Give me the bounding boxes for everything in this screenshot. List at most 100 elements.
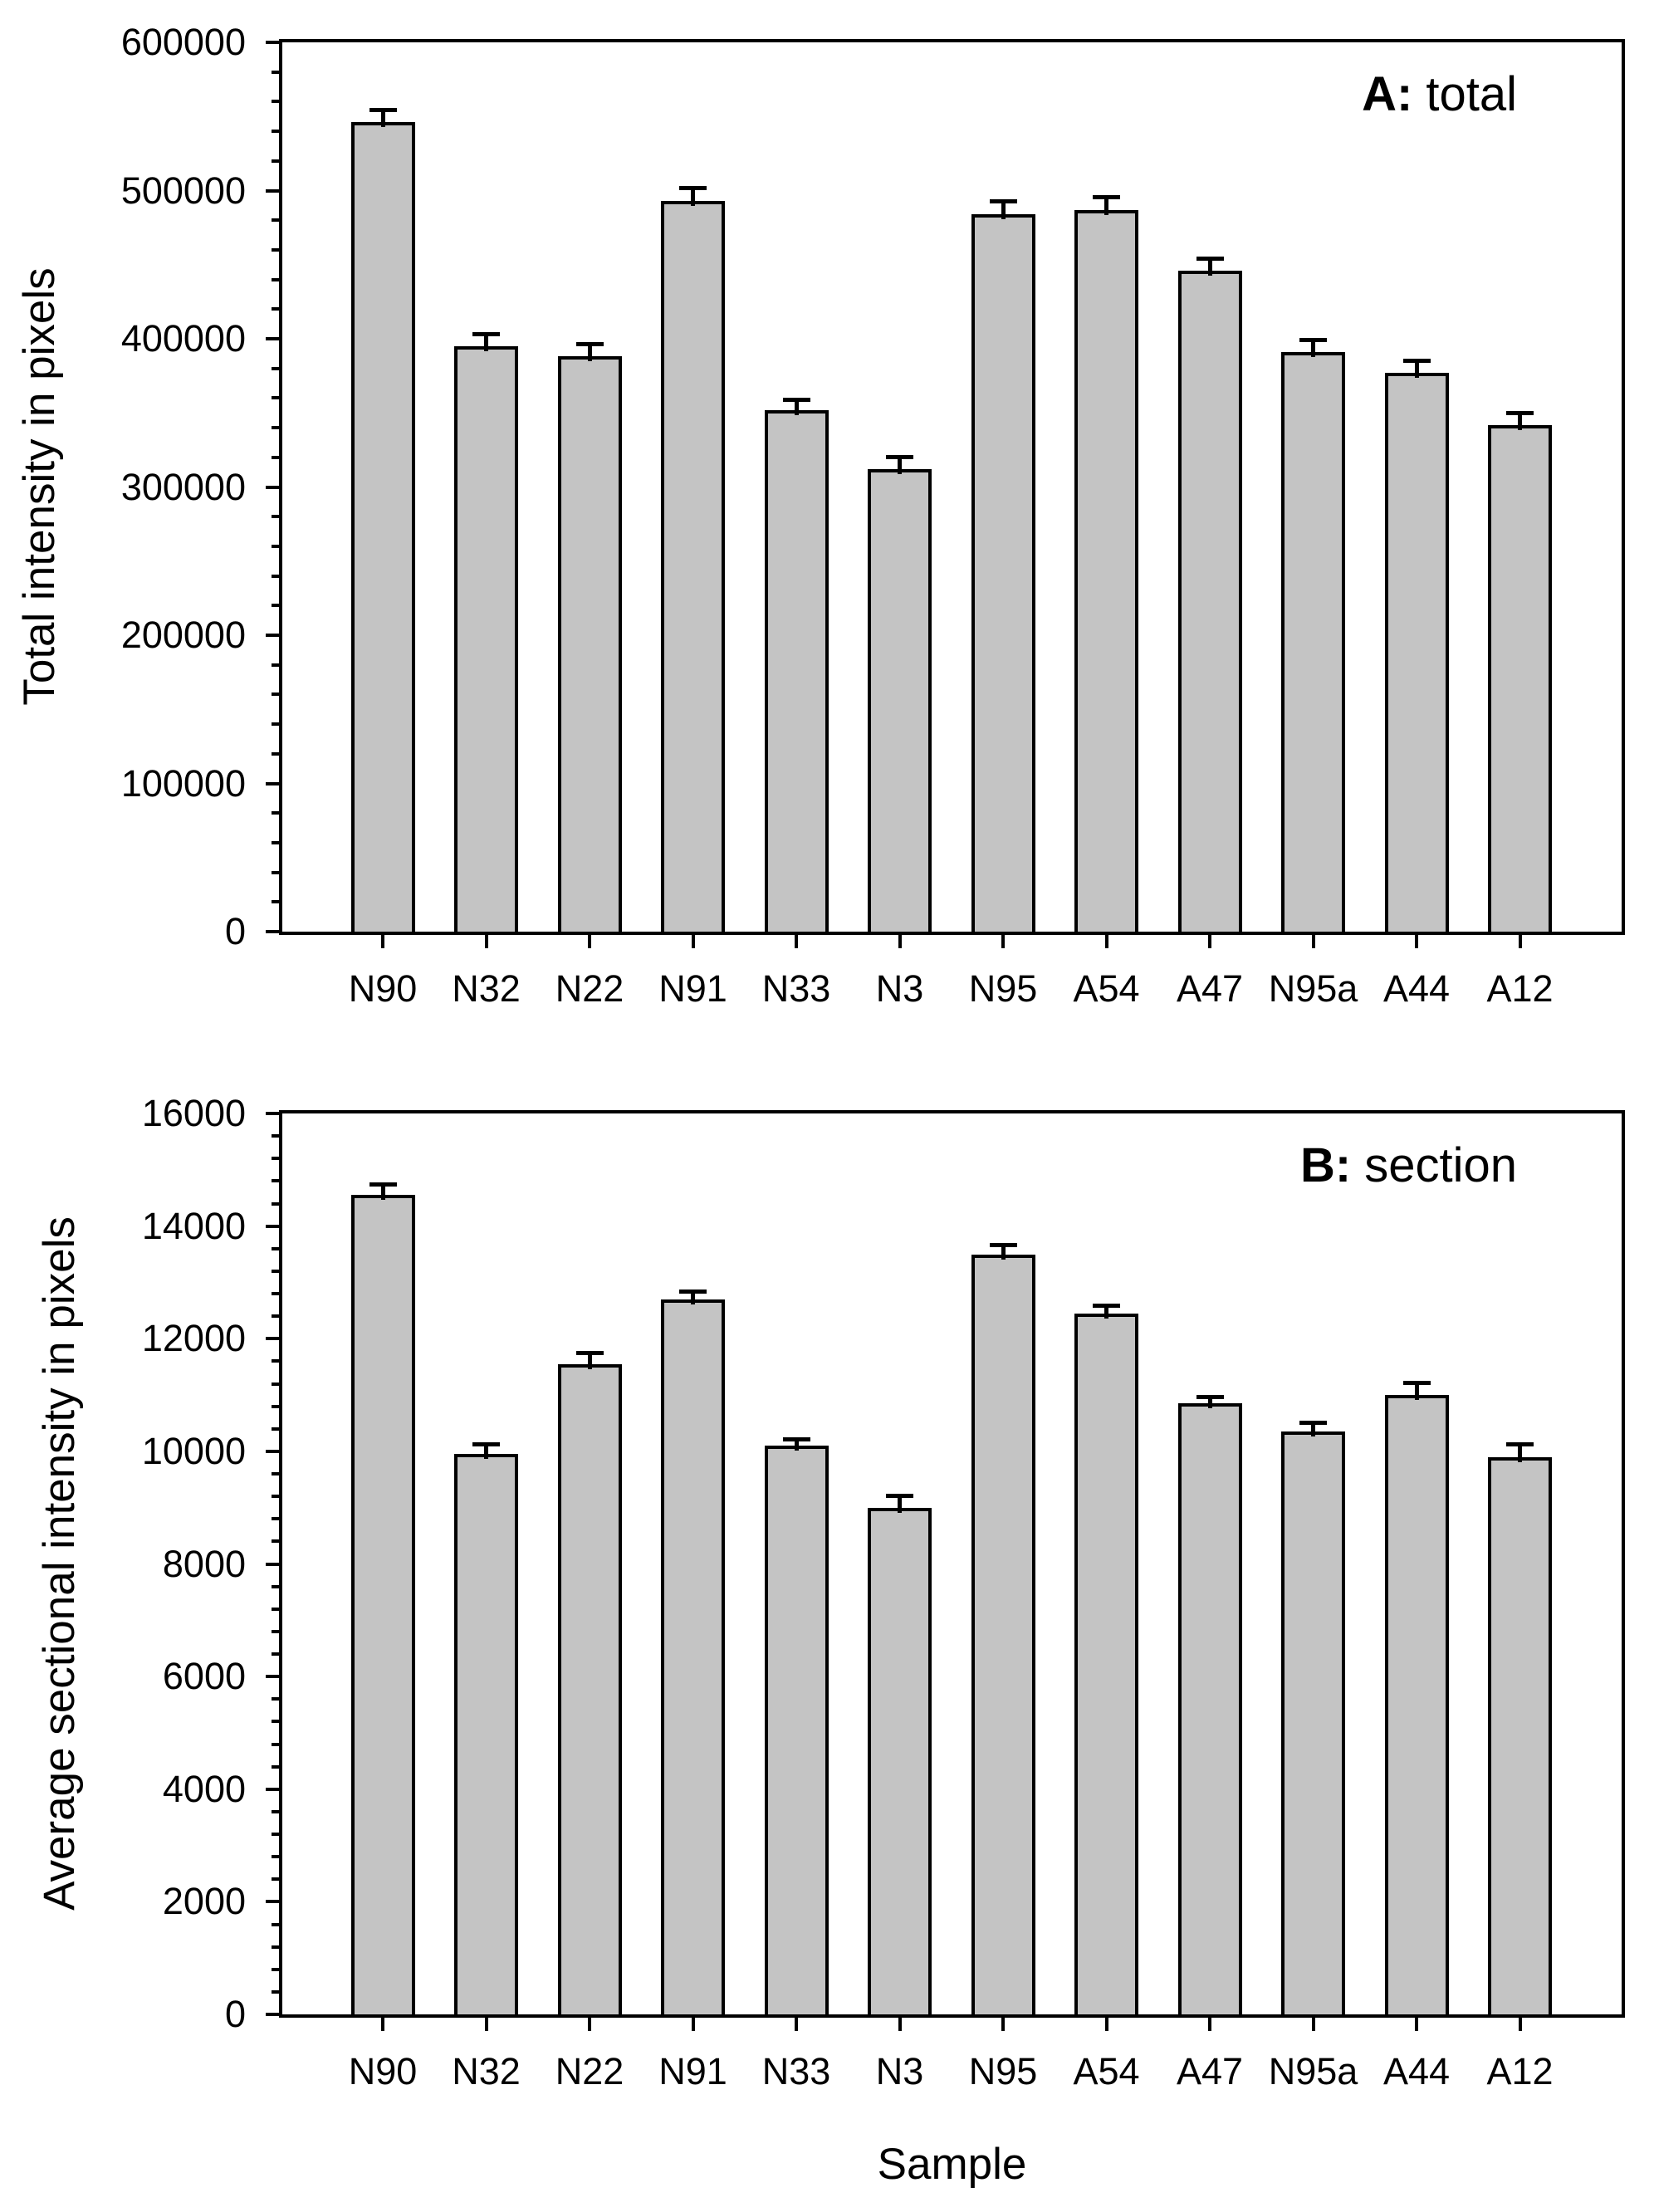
y-minor-tick: [272, 751, 279, 756]
y-minor-tick: [272, 1607, 279, 1611]
error-bar-cap-N3: [886, 455, 913, 460]
y-minor-tick: [272, 1652, 279, 1656]
x-tick-label-N91: N91: [658, 967, 727, 1010]
y-minor-tick: [272, 870, 279, 874]
y-tick-label: 16000: [141, 1092, 246, 1134]
error-bar-line-N95: [1001, 199, 1006, 220]
error-bar-cap-A47: [1196, 1395, 1224, 1400]
y-tick-label: 4000: [162, 1767, 246, 1810]
y-tick-label: 6000: [162, 1655, 246, 1698]
x-tick-label-N22: N22: [555, 2050, 624, 2092]
panel-letter-a: A:: [1362, 67, 1413, 121]
y-major-tick: [266, 2013, 279, 2016]
panel-title-a: total: [1426, 67, 1517, 121]
x-tick-N95: [1001, 2018, 1005, 2031]
y-tick-label: 300000: [120, 465, 246, 508]
error-bar-cap-N95a: [1299, 338, 1327, 343]
y-major-tick: [266, 41, 279, 44]
x-tick-label-A44: A44: [1382, 967, 1451, 1010]
y-minor-tick: [272, 1246, 279, 1250]
y-major-tick: [266, 781, 279, 785]
x-tick-label-N91: N91: [658, 2050, 727, 2092]
error-bar-line-N22: [587, 341, 592, 362]
x-tick-A54: [1104, 935, 1108, 948]
x-tick-label-A44: A44: [1382, 2050, 1451, 2092]
x-tick-label-A54: A54: [1073, 2050, 1140, 2092]
x-tick-N91: [691, 2018, 695, 2031]
error-bar-cap-N22: [575, 1350, 604, 1355]
y-minor-tick: [272, 544, 279, 548]
x-tick-N95a: [1311, 2018, 1315, 2031]
x-tick-N22: [588, 2018, 591, 2031]
y-minor-tick: [272, 1427, 279, 1431]
error-bar-cap-N91: [679, 186, 707, 191]
x-tick-label-A47: A47: [1176, 967, 1244, 1010]
y-minor-tick: [272, 1472, 279, 1475]
bar-N33: [764, 409, 829, 932]
y-minor-tick: [272, 1404, 279, 1408]
y-tick-label: 0: [224, 910, 246, 952]
y-minor-tick: [272, 1742, 279, 1746]
x-tick-N95a: [1311, 935, 1315, 948]
x-tick-N33: [795, 2018, 798, 2031]
error-bar-line-N90: [380, 1182, 385, 1201]
error-bar-cap-N32: [472, 1442, 500, 1446]
y-major-tick: [266, 634, 279, 637]
error-bar-cap-N33: [782, 1436, 810, 1441]
error-bar-line-A12: [1518, 1442, 1522, 1462]
y-minor-tick: [272, 1922, 279, 1926]
y-minor-tick: [272, 218, 279, 223]
y-minor-tick: [272, 1134, 279, 1138]
error-bar-line-N32: [484, 1442, 488, 1460]
bar-N32: [454, 1454, 518, 2014]
error-bar-cap-A47: [1196, 256, 1224, 261]
y-major-tick: [266, 485, 279, 489]
bar-A44: [1384, 1395, 1449, 2014]
error-bar-line-N90: [380, 107, 385, 128]
bar-A12: [1488, 424, 1552, 932]
bar-N32: [454, 345, 518, 932]
y-axis-title-a: Total intensity in pixels: [15, 267, 64, 706]
bar-A47: [1177, 270, 1242, 932]
y-minor-tick: [272, 1833, 279, 1836]
y-minor-tick: [272, 1201, 279, 1206]
bar-A54: [1074, 209, 1138, 932]
x-tick-N91: [691, 935, 695, 948]
x-tick-A44: [1415, 2018, 1418, 2031]
chart-panel-b: B: section 0 2000 4000 6000 8000 10000 12000 140…: [142, 1093, 1625, 2092]
y-minor-tick: [272, 900, 279, 904]
error-bar-line-A54: [1104, 195, 1108, 215]
y-minor-tick: [272, 307, 279, 311]
y-major-tick: [266, 1449, 279, 1453]
error-bar-cap-A12: [1506, 1442, 1534, 1446]
panel-title-b: section: [1364, 1138, 1517, 1192]
x-tick-label-N95: N95: [968, 967, 1038, 1010]
bar-A47: [1177, 1403, 1242, 2014]
x-tick-A47: [1208, 935, 1211, 948]
error-bar-line-N91: [691, 1289, 695, 1304]
error-bar-cap-N22: [575, 341, 604, 346]
y-minor-tick: [272, 1584, 279, 1588]
bar-N95: [971, 1254, 1035, 2014]
bar-N95a: [1281, 352, 1345, 932]
bar-A54: [1074, 1313, 1138, 2014]
error-bar-cap-N95: [989, 199, 1017, 204]
error-bar-line-N3: [898, 455, 902, 475]
y-major-tick: [266, 1112, 279, 1115]
x-tick-label-N22: N22: [555, 967, 624, 1010]
y-minor-tick: [272, 159, 279, 163]
y-tick-label: 100000: [120, 761, 246, 805]
error-bar-line-N32: [484, 332, 488, 351]
y-minor-tick: [272, 277, 279, 281]
error-bar-line-A47: [1207, 1395, 1212, 1409]
y-minor-tick: [272, 1495, 279, 1499]
bar-N91: [661, 1299, 725, 2014]
error-bar-cap-N95a: [1299, 1420, 1327, 1425]
x-tick-label-N3: N3: [875, 2050, 924, 2092]
y-minor-tick: [272, 1697, 279, 1701]
y-minor-tick: [272, 692, 279, 697]
error-bar-cap-N95: [989, 1243, 1017, 1247]
y-minor-tick: [272, 366, 279, 370]
x-tick-label-N95a: N95a: [1268, 967, 1358, 1010]
